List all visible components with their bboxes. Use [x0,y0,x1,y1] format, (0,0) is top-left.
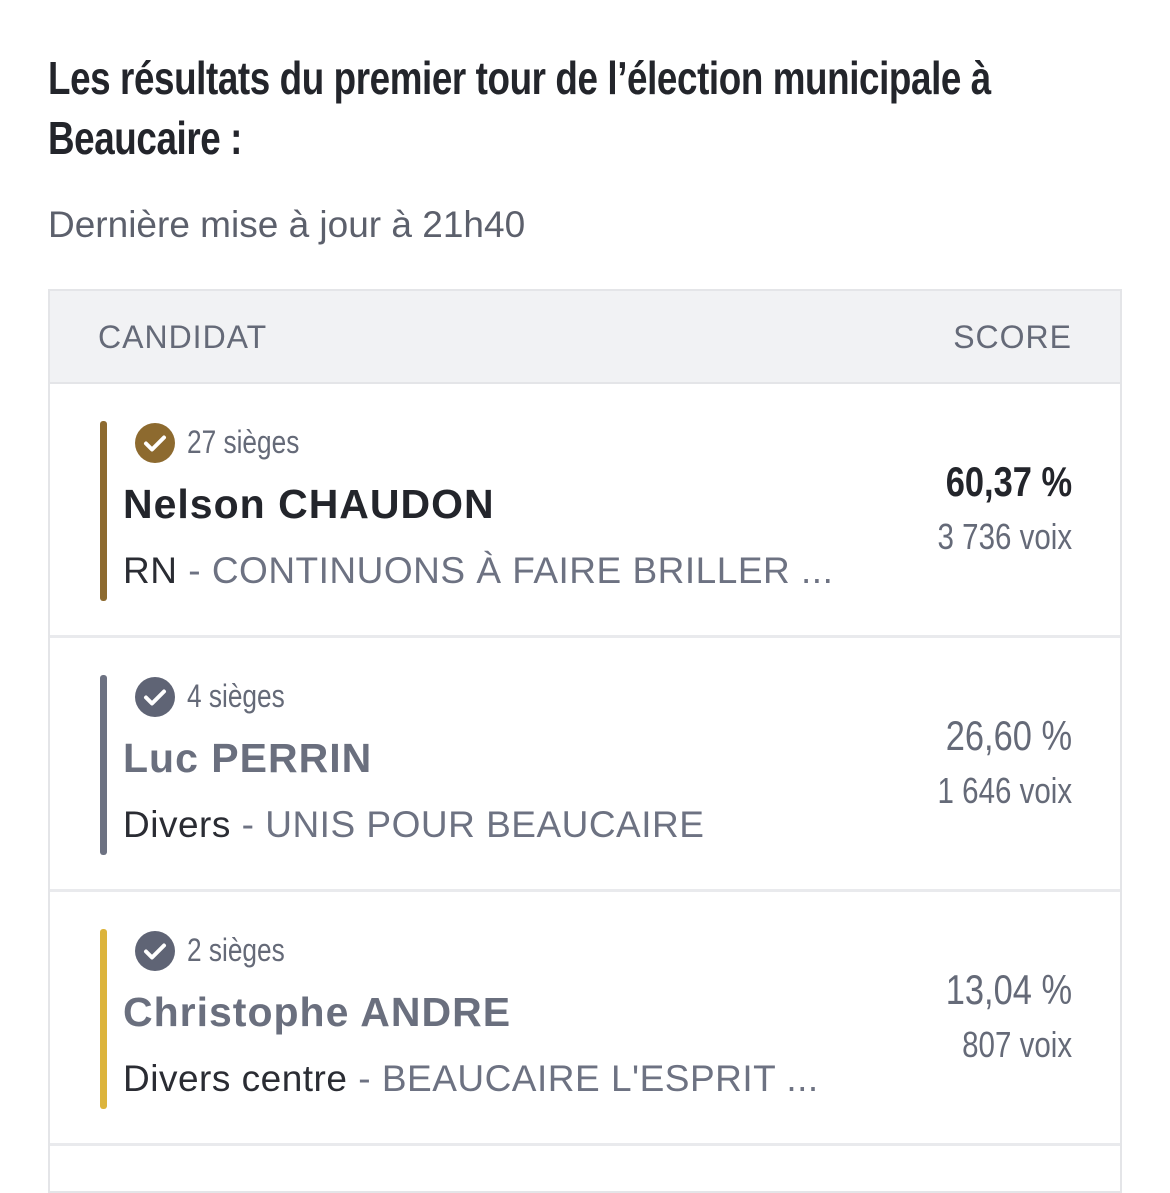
list-name: - UNIS POUR BEAUCAIRE [241,804,705,845]
party: RN [123,550,178,591]
list-name: - CONTINUONS À FAIRE BRILLER ... [188,550,834,591]
party-line: Divers - UNIS POUR BEAUCAIRE [123,804,704,846]
votes: 1 646 voix [937,770,1072,811]
score: 60,37 % [945,458,1072,505]
page: Les résultats du premier tour de l’élect… [48,52,1122,1193]
party-line: RN - CONTINUONS À FAIRE BRILLER ... [123,550,833,592]
seats: 27 sièges [187,424,300,460]
candidate-row: 27 sièges Nelson CHAUDON RN - CONTINUONS À… [50,384,1120,638]
candidate-name: Nelson CHAUDON [123,481,495,527]
seats: 4 sièges [187,678,285,714]
party: Divers centre [123,1058,348,1099]
party: Divers [123,804,231,845]
candidate-name: Luc PERRIN [123,735,373,781]
color-bar [100,421,107,601]
check-icon [134,422,176,469]
column-header: CANDIDAT [98,319,268,355]
party-line: Divers centre - BEAUCAIRE L'ESPRIT ... [123,1058,819,1100]
check-icon [134,676,176,723]
check-icon [134,930,176,977]
color-bar [100,929,107,1109]
score: 26,60 % [945,712,1072,759]
color-bar [100,675,107,855]
title: Les résultats du premier tour de l’élect… [48,52,991,164]
results-table: CANDIDAT SCORE 27 sièges Nelson CHAUDON RN… [48,289,1122,1193]
seats: 2 sièges [187,932,285,968]
votes: 807 voix [962,1024,1072,1065]
list-name: - BEAUCAIRE L'ESPRIT ... [358,1058,819,1099]
score: 13,04 % [945,966,1072,1013]
candidate-name: Christophe ANDRE [123,989,512,1035]
update-time: Dernière mise à jour à 21h40 [48,204,526,245]
table-header: CANDIDAT SCORE [50,291,1120,384]
candidate-row: 4 sièges Luc PERRIN Divers - UNIS POUR BEA… [50,638,1120,892]
column-header: SCORE [953,319,1072,355]
votes: 3 736 voix [937,516,1072,557]
candidate-row: 2 sièges Christophe ANDRE Divers centre - … [50,892,1120,1146]
